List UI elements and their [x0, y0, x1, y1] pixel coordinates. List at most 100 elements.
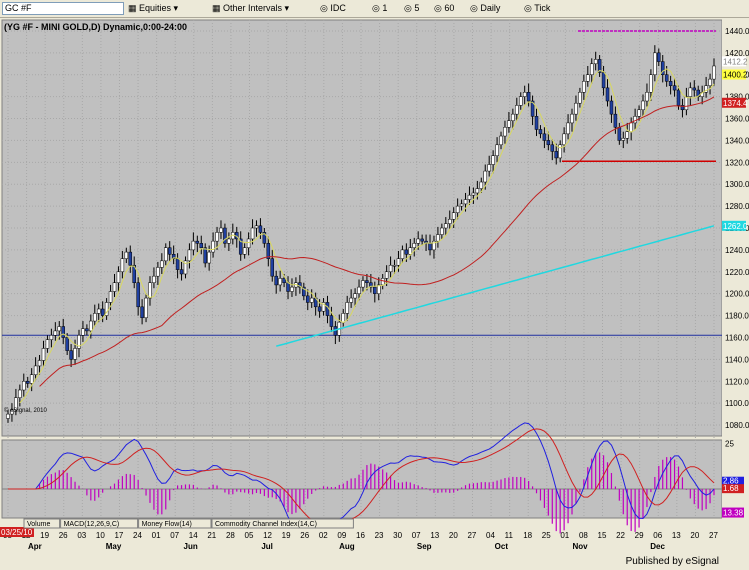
- candle-body: [140, 306, 144, 319]
- signal-line: [8, 428, 715, 526]
- x-tick-label: 03: [77, 531, 86, 540]
- x-tick-label: 27: [709, 531, 718, 540]
- x-tick-label: 20: [449, 531, 458, 540]
- chart-title: (YG #F - MINI GOLD,D) Dynamic,0:00-24:00: [4, 22, 187, 32]
- candle-body: [329, 315, 334, 327]
- interval-idc[interactable]: ◎ IDC: [320, 3, 346, 13]
- x-tick-label: 17: [114, 531, 123, 540]
- indicator-tab[interactable]: [23, 518, 61, 529]
- candle-body: [396, 258, 401, 266]
- candle-body: [282, 278, 286, 283]
- candle-body: [511, 113, 515, 121]
- ma-short-value-box-label: 1400.2: [723, 71, 748, 80]
- candle-body: [625, 131, 629, 139]
- candle-body: [554, 151, 558, 159]
- candle-body: [373, 286, 377, 294]
- indicator-tab-label: Volume: [27, 521, 50, 528]
- intervals-label: Other Intervals: [223, 3, 283, 13]
- candle-body: [345, 302, 349, 314]
- candle-body: [507, 120, 511, 128]
- x-tick-label: 14: [189, 531, 198, 540]
- candle-body: [664, 74, 669, 82]
- candle-body: [518, 96, 523, 106]
- interval-60[interactable]: ◎ 60: [434, 3, 455, 13]
- candle-body: [242, 247, 247, 255]
- candle-body: [227, 238, 231, 244]
- equities-button[interactable]: ▦ Equities ▾: [128, 3, 179, 13]
- candle-body: [436, 234, 440, 242]
- y-tick-label: 1440.00: [725, 27, 749, 36]
- candle-body: [286, 282, 290, 292]
- indicator-tab[interactable]: [138, 518, 212, 529]
- x-tick-label: 07: [170, 531, 179, 540]
- indicator-tab[interactable]: [211, 518, 354, 529]
- x-tick-label: 30: [393, 531, 402, 540]
- interval-idc-label: IDC: [330, 3, 346, 13]
- ma-mid-value-box-label: 1374.4: [723, 99, 748, 108]
- candle-body: [164, 247, 168, 262]
- candle-body: [597, 59, 602, 73]
- candle-body: [515, 105, 519, 115]
- candle-body: [680, 105, 685, 111]
- candle-body: [447, 218, 452, 224]
- candle-body: [96, 308, 101, 314]
- y-tick-label: 1180.00: [725, 312, 749, 321]
- candle-body: [33, 365, 38, 375]
- x-tick-label: 13: [672, 531, 681, 540]
- month-label: Jul: [261, 542, 273, 551]
- hist-value-label: 13.38: [723, 509, 744, 518]
- interval-60-label: 60: [444, 3, 455, 13]
- macd-value-label: 2.86: [723, 477, 739, 486]
- interval-1[interactable]: ◎ 1: [372, 3, 388, 13]
- candle-body: [18, 389, 22, 398]
- month-label: Jun: [184, 542, 198, 551]
- x-tick-label: 16: [356, 531, 365, 540]
- interval-daily[interactable]: ◎ Daily: [470, 3, 501, 13]
- candle-body: [388, 264, 393, 273]
- candle-body: [132, 264, 136, 283]
- candle-body: [479, 181, 484, 189]
- y-tick-label: 1140.00: [725, 355, 749, 364]
- intervals-button[interactable]: ▦ Other Intervals ▾: [212, 3, 290, 13]
- interval-5-label: 5: [414, 3, 420, 13]
- candle-body: [254, 225, 259, 229]
- interval-tick[interactable]: ◎ Tick: [524, 3, 551, 13]
- candle-body: [491, 155, 495, 165]
- current-price-box-label: 1412.2: [723, 57, 748, 66]
- candle-body: [601, 72, 606, 89]
- x-tick-label: 22: [616, 531, 625, 540]
- candle-body: [483, 170, 487, 183]
- month-label: Apr: [28, 542, 42, 551]
- candle-body: [152, 275, 156, 283]
- candle-body: [495, 144, 499, 156]
- candle-body: [471, 192, 476, 196]
- y-tick-label: 1200.00: [725, 290, 749, 299]
- x-tick-label: 26: [59, 531, 68, 540]
- ma-mid-value-box: [722, 97, 746, 108]
- candle-body: [562, 133, 566, 146]
- symbol-input[interactable]: GC #F: [2, 2, 124, 15]
- interval-1-label: 1: [382, 3, 388, 13]
- candle-body: [440, 227, 444, 235]
- candle-body: [179, 269, 184, 275]
- y-tick-label: 1220.00: [725, 268, 749, 277]
- candle-body: [65, 337, 69, 351]
- indicator-tab[interactable]: [60, 518, 139, 529]
- candle-body: [258, 225, 263, 233]
- candle-body: [187, 249, 192, 262]
- chart-area[interactable]: 0512192603101724010714212805121926020916…: [0, 18, 749, 553]
- macd-value-box: [722, 476, 744, 486]
- indicator-tab-label: Commodity Channel Index(14,C): [215, 521, 317, 528]
- y-tick-label: 1240.00: [725, 246, 749, 255]
- candle-body: [475, 188, 480, 194]
- candle-body: [487, 164, 491, 172]
- y-tick-label: 1420.00: [725, 49, 749, 58]
- x-tick-label: 25: [542, 531, 551, 540]
- candle-body: [250, 227, 255, 240]
- candle-body: [112, 282, 117, 292]
- ma-mid-line: [39, 96, 715, 387]
- candle-body: [692, 87, 697, 91]
- candle-body: [376, 284, 381, 294]
- interval-5[interactable]: ◎ 5: [404, 3, 420, 13]
- x-tick-label: 06: [653, 531, 662, 540]
